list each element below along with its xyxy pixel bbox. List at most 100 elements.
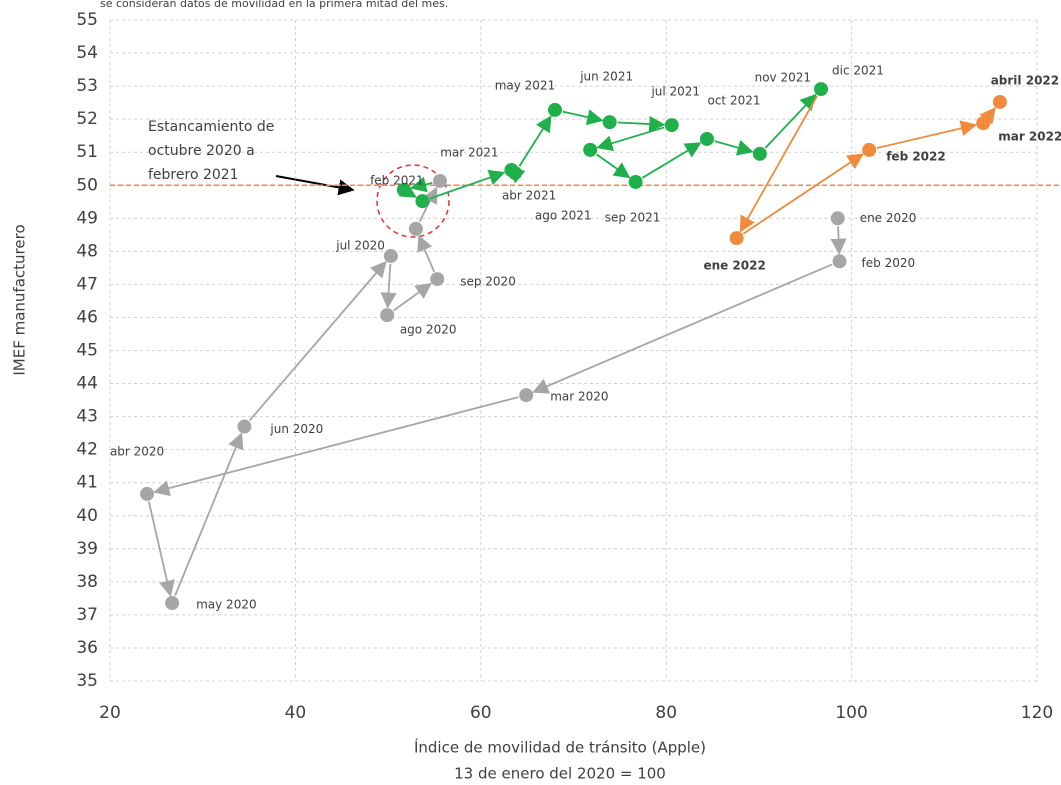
y-tick-label: 45 <box>76 341 98 361</box>
connector-arrow <box>429 169 506 200</box>
data-point <box>508 166 523 181</box>
x-tick-label: 80 <box>655 703 677 723</box>
point-label: abr 2020 <box>110 444 164 458</box>
data-point <box>699 131 714 146</box>
y-tick-label: 40 <box>76 506 98 526</box>
point-label: may 2020 <box>196 598 257 612</box>
y-tick-label: 53 <box>76 76 98 96</box>
annotation: febrero 2021 <box>148 167 239 183</box>
annotation: Estancamiento de <box>148 119 274 135</box>
data-point <box>433 173 448 188</box>
point-label: ene 2020 <box>860 211 917 225</box>
point-label: dic 2021 <box>832 64 884 78</box>
connector-arrow <box>248 260 387 422</box>
y-tick-label: 38 <box>76 572 98 592</box>
connector-arrow <box>596 126 665 152</box>
connector-arrow <box>174 432 244 596</box>
y-tick-label: 35 <box>76 671 98 691</box>
connector-arrow <box>417 234 435 273</box>
data-point <box>664 118 679 133</box>
point-label: mar 2022 <box>998 130 1061 144</box>
point-label: jun 2021 <box>579 70 633 84</box>
point-label: ago 2020 <box>400 323 457 337</box>
data-point <box>752 146 767 161</box>
y-tick-label: 41 <box>76 473 98 493</box>
y-tick-label: 37 <box>76 605 98 625</box>
data-point <box>430 272 445 287</box>
y-tick-label: 44 <box>76 374 98 394</box>
x-tick-label: 60 <box>470 703 492 723</box>
point-label: mar 2021 <box>440 146 498 160</box>
connector-arrow <box>398 182 417 198</box>
connector-arrow <box>764 93 817 149</box>
connector-arrow <box>641 142 702 179</box>
y-tick-label: 47 <box>76 274 98 294</box>
x-tick-label: 120 <box>1021 703 1053 723</box>
data-point <box>583 142 598 157</box>
y-tick-label: 46 <box>76 307 98 327</box>
connector-arrow <box>742 153 864 235</box>
point-label: feb 2021 <box>370 173 424 187</box>
connector-arrow <box>393 282 433 312</box>
data-point <box>380 308 395 323</box>
y-tick-label: 36 <box>76 638 98 658</box>
y-tick-label: 42 <box>76 440 98 460</box>
connector-arrow <box>714 139 754 156</box>
point-label: feb 2022 <box>886 149 946 163</box>
data-point <box>729 231 744 246</box>
connector-arrow <box>518 115 552 167</box>
data-point <box>165 596 180 611</box>
y-tick-label: 39 <box>76 539 98 559</box>
point-label: feb 2020 <box>862 256 916 270</box>
point-label: jul 2021 <box>650 85 700 99</box>
data-point <box>814 82 829 97</box>
data-point <box>628 174 643 189</box>
note: se consideran datos de movilidad en la p… <box>100 0 448 10</box>
data-point <box>602 115 617 130</box>
data-point <box>383 248 398 263</box>
connector-arrow <box>876 120 978 149</box>
y-tick-label: 54 <box>76 43 98 63</box>
connector-arrow <box>617 115 666 133</box>
y-tick-label: 55 <box>76 10 98 30</box>
point-label: sep 2020 <box>460 275 516 289</box>
data-point <box>140 486 155 501</box>
connector-arrow <box>596 153 631 179</box>
connector-arrow <box>979 106 996 125</box>
point-label: ago 2021 <box>535 208 592 222</box>
data-point <box>237 419 252 434</box>
data-point <box>396 182 411 197</box>
point-label: may 2021 <box>495 78 556 92</box>
data-point <box>408 221 423 236</box>
data-point <box>547 102 562 117</box>
annotation: octubre 2020 a <box>148 143 255 159</box>
y-tick-label: 51 <box>76 142 98 162</box>
y-tick-label: 43 <box>76 407 98 427</box>
x-tick-label: 20 <box>99 703 121 723</box>
connector-arrow <box>532 263 833 394</box>
connector-arrow <box>562 109 604 126</box>
point-label: mar 2020 <box>550 390 608 404</box>
point-label: ene 2022 <box>703 259 765 273</box>
data-point <box>519 388 534 403</box>
x-axis-sublabel: 13 de enero del 2020 = 100 <box>454 765 666 783</box>
y-axis-label: IMEF manufacturero <box>11 224 29 375</box>
point-label: abr 2021 <box>502 189 556 203</box>
data-point <box>415 194 430 209</box>
y-tick-label: 50 <box>76 175 98 195</box>
data-point <box>976 116 991 131</box>
point-label: sep 2021 <box>605 210 661 224</box>
x-tick-label: 100 <box>835 703 867 723</box>
x-axis-label: Índice de movilidad de tránsito (Apple) <box>414 738 706 757</box>
y-tick-label: 52 <box>76 109 98 129</box>
connector-arrow <box>830 226 847 255</box>
highlight-circle <box>376 164 450 238</box>
data-point <box>830 211 845 226</box>
connector-arrow <box>147 501 175 597</box>
annotation-arrow <box>275 175 355 196</box>
point-label: oct 2021 <box>707 93 760 107</box>
connector-arrow <box>739 95 818 233</box>
point-label: nov 2021 <box>755 70 811 84</box>
connector-arrow <box>153 396 519 497</box>
